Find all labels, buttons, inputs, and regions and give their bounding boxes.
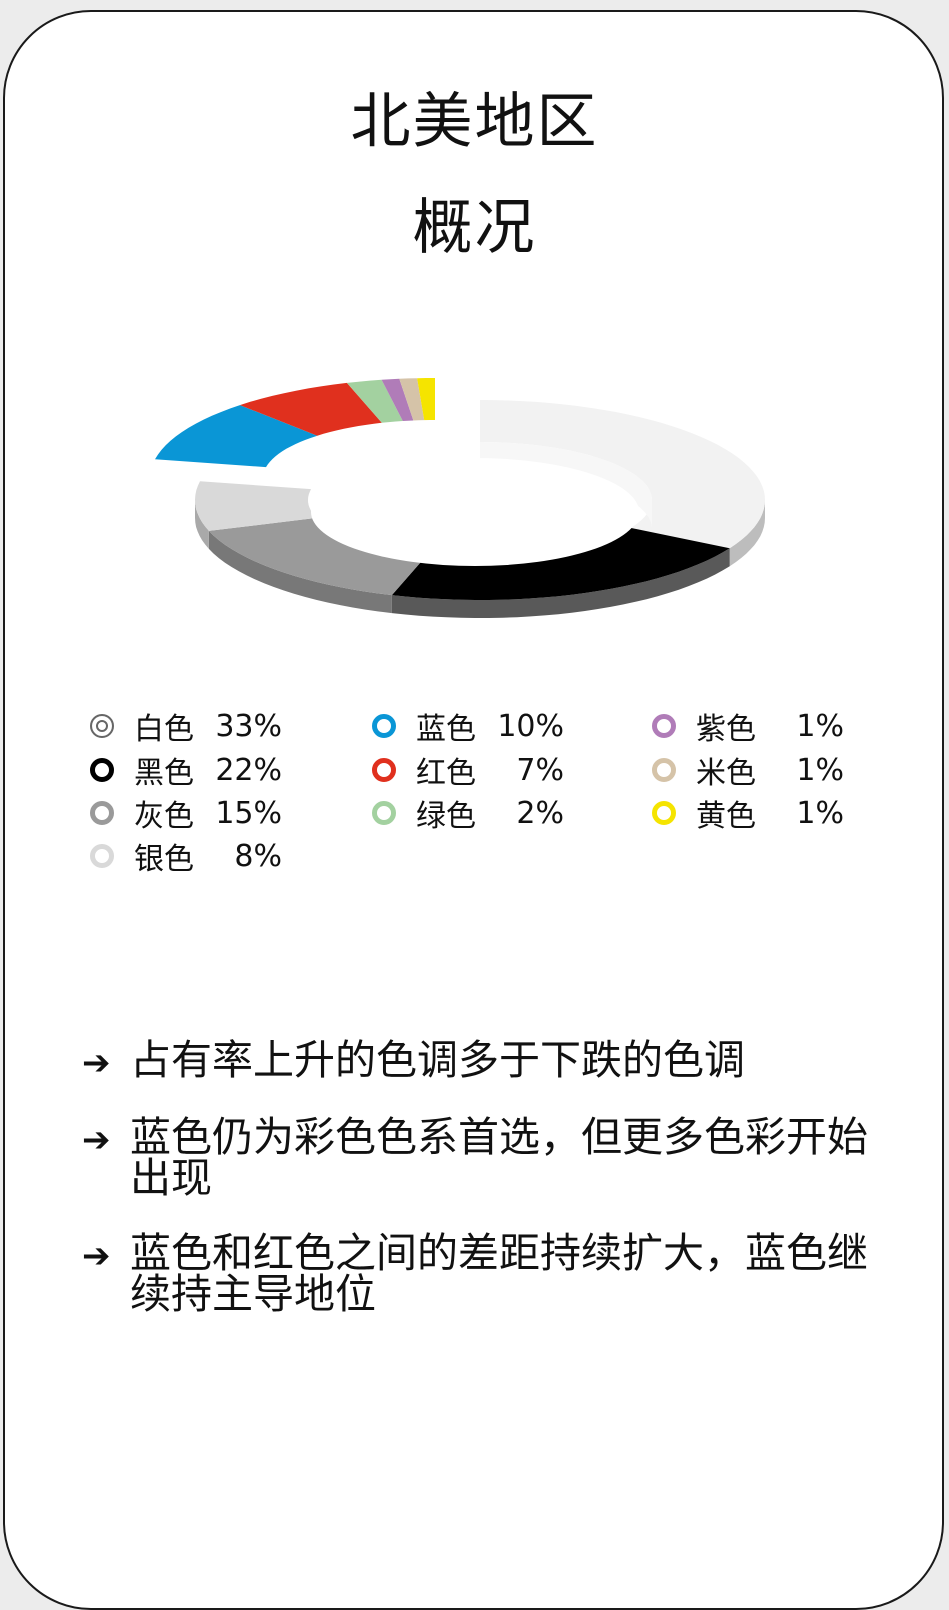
- legend-value: 8%: [234, 838, 282, 874]
- legend-label: 红色: [416, 756, 476, 791]
- legend-label: 银色: [134, 842, 194, 877]
- legend-item: 绿色 2%: [372, 793, 564, 834]
- donut-slice-9: [417, 378, 435, 421]
- legend-value: 7%: [516, 752, 564, 788]
- legend-swatch: [652, 801, 676, 825]
- legend-label: 蓝色: [416, 712, 476, 747]
- donut-slice-8: [399, 378, 425, 421]
- donut-slice-1: [391, 527, 730, 618]
- legend-item: 白色 33%: [90, 706, 282, 747]
- legend-label: 绿色: [416, 799, 476, 834]
- legend-item: 红色 7%: [372, 750, 564, 791]
- legend-value: 1%: [796, 708, 844, 744]
- infographic-card: [3, 10, 944, 1610]
- legend-swatch: [90, 801, 114, 825]
- bullet-text: 占有率上升的色调多于下跌的色调: [130, 1036, 745, 1084]
- legend-value: 1%: [796, 752, 844, 788]
- legend-value: 1%: [796, 795, 844, 831]
- legend-swatch: [652, 758, 676, 782]
- legend-value: 22%: [215, 752, 282, 788]
- legend-swatch: [90, 844, 114, 868]
- legend-swatch: [90, 714, 114, 738]
- legend-value: 2%: [516, 795, 564, 831]
- legend-item: 黑色 22%: [90, 750, 282, 791]
- legend-item: 黄色 1%: [652, 793, 844, 834]
- legend-swatch: [372, 714, 396, 738]
- bullet-text: 蓝色和红色之间的差距持续扩大，蓝色继续持主导地位: [130, 1229, 868, 1318]
- bullet-text: 蓝色仍为彩色色系首选，但更多色彩开始出现: [130, 1113, 868, 1202]
- donut-slice-3: [195, 481, 317, 549]
- bullet-item: ➔ 蓝色和红色之间的差距持续扩大，蓝色继续持主导地位: [82, 1233, 882, 1315]
- legend-item: 米色 1%: [652, 750, 844, 791]
- page-title: 北美地区: [350, 87, 599, 157]
- legend-label: 白色: [134, 712, 194, 747]
- donut-slice-2: [208, 517, 427, 614]
- legend-label: 黄色: [696, 799, 756, 834]
- donut-slice-4: [155, 405, 318, 468]
- legend-swatch: [372, 758, 396, 782]
- donut-slice-7: [381, 378, 414, 421]
- bullet-item: ➔ 占有率上升的色调多于下跌的色调: [82, 1040, 882, 1081]
- legend-value: 10%: [497, 708, 564, 744]
- legend-swatch: [652, 714, 676, 738]
- legend-value: 15%: [215, 795, 282, 831]
- legend-item: 紫色 1%: [652, 706, 844, 747]
- arrow-right-icon: ➔: [82, 1236, 111, 1276]
- legend-item: 灰色 15%: [90, 793, 282, 834]
- legend-label: 米色: [696, 756, 756, 791]
- donut-slice-6: [346, 379, 403, 423]
- arrow-right-icon: ➔: [82, 1043, 111, 1083]
- donut-slice-5: [239, 382, 382, 436]
- legend-label: 灰色: [134, 799, 194, 834]
- donut-chart: [155, 378, 765, 618]
- donut-hole: [311, 458, 639, 566]
- bullet-item: ➔ 蓝色仍为彩色色系首选，但更多色彩开始出现: [82, 1117, 882, 1199]
- legend-label: 黑色: [134, 756, 194, 791]
- legend-item: 银色 8%: [90, 836, 282, 877]
- legend-item: 蓝色 10%: [372, 706, 564, 747]
- page-subtitle: 概况: [412, 193, 537, 263]
- legend-swatch: [372, 801, 396, 825]
- arrow-right-icon: ➔: [82, 1120, 111, 1160]
- legend-label: 紫色: [696, 712, 756, 747]
- legend-swatch: [90, 758, 114, 782]
- legend-value: 33%: [215, 708, 282, 744]
